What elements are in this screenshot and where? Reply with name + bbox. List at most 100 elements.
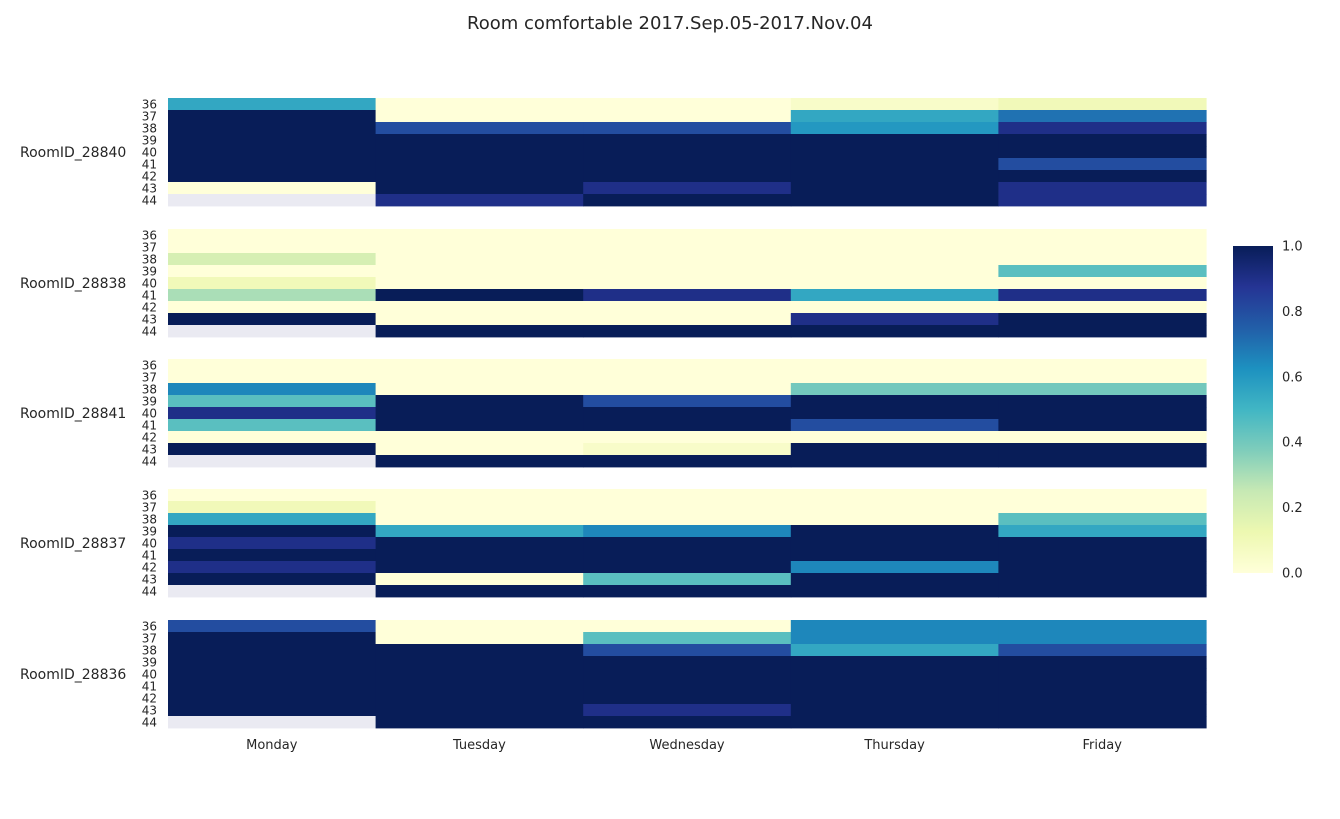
heatmap-cell: [998, 277, 1207, 290]
heatmap-cell: [168, 383, 377, 396]
colorbar-tick-label: 0.8: [1282, 305, 1303, 320]
y-tick-label: 39: [142, 525, 157, 539]
heatmap-cell: [790, 620, 999, 633]
heatmap-cell: [998, 182, 1207, 195]
heatmap-cell: [168, 704, 377, 717]
heatmap-cell: [375, 359, 584, 372]
room-label: RoomID_28837: [20, 536, 126, 552]
heatmap-cell: [168, 419, 377, 432]
heatmap-cell: [998, 549, 1207, 562]
x-tick-label: Tuesday: [452, 738, 506, 753]
heatmap-cell: [375, 407, 584, 420]
heatmap-cell: [168, 443, 377, 456]
heatmap-cell: [375, 644, 584, 657]
heatmap-cell: [790, 668, 999, 681]
y-tick-label: 39: [142, 265, 157, 279]
x-axis-labels: Monday Tuesday Wednesday Thursday Friday: [246, 738, 1122, 753]
heatmap-cell: [790, 194, 999, 207]
heatmap-cell: [790, 692, 999, 705]
heatmap-cell: [583, 585, 792, 598]
heatmap-cell: [790, 455, 999, 468]
heatmap-cell: [168, 110, 377, 123]
y-tick-label: 44: [142, 325, 157, 339]
heatmap-cell: [583, 692, 792, 705]
heatmap-cell: [168, 194, 377, 207]
heatmap-cell: [168, 656, 377, 669]
heatmap-cell: [583, 501, 792, 514]
heatmap-cell: [168, 407, 377, 420]
heatmap-cell: [583, 134, 792, 147]
heatmap-cell: [790, 158, 999, 171]
heatmap-cell: [998, 704, 1207, 717]
heatmap-cell: [375, 513, 584, 526]
heatmap-cell: [583, 170, 792, 183]
heatmap-cell: [583, 313, 792, 326]
heatmap-cell: [998, 395, 1207, 408]
heatmap-cell: [375, 182, 584, 195]
heatmap-cell: [168, 561, 377, 574]
heatmap-cell: [790, 585, 999, 598]
heatmap-cell: [375, 716, 584, 729]
heatmap-cell: [998, 146, 1207, 159]
heatmap-cell: [790, 359, 999, 372]
heatmap-cell: [583, 573, 792, 586]
heatmap-cell: [790, 253, 999, 266]
y-tick-label: 43: [142, 573, 157, 587]
heatmap-cell: [375, 158, 584, 171]
heatmap-cell: [998, 313, 1207, 326]
colorbar-tick-label: 1.0: [1282, 240, 1303, 255]
heatmap-cell: [790, 704, 999, 717]
heatmap-cell: [998, 501, 1207, 514]
heatmap-cell: [790, 419, 999, 432]
heatmap-cell: [375, 668, 584, 681]
heatmap-cell: [998, 98, 1207, 111]
y-tick-label: 41: [142, 289, 157, 303]
y-tick-label: 38: [142, 383, 157, 397]
heatmap-cell: [583, 229, 792, 242]
heatmap-cell: [375, 632, 584, 645]
heatmap-cell: [375, 289, 584, 302]
heatmap-cell: [583, 489, 792, 502]
heatmap-cell: [168, 359, 377, 372]
heatmap-cell: [583, 680, 792, 693]
heatmap-cell: [998, 668, 1207, 681]
heatmap-cell: [790, 549, 999, 562]
y-tick-label: 37: [142, 501, 157, 515]
colorbar: 0.0 0.2 0.4 0.6 0.8 1.0: [1233, 240, 1303, 582]
heatmap-cell: [583, 253, 792, 266]
heatmap-cell: [375, 229, 584, 242]
heatmap-cell: [998, 359, 1207, 372]
heatmap-cell: [998, 561, 1207, 574]
heatmap-cell: [998, 489, 1207, 502]
heatmap-cell: [375, 265, 584, 278]
y-tick-label: 44: [142, 716, 157, 730]
heatmap-cell: [583, 419, 792, 432]
heatmap-cell: [583, 110, 792, 123]
heatmap-cell: [583, 549, 792, 562]
heatmap-cell: [168, 585, 377, 598]
heatmap-cell: [998, 289, 1207, 302]
heatmap-cell: [998, 229, 1207, 242]
heatmap-cell: [790, 525, 999, 538]
heatmap-cell: [168, 692, 377, 705]
heatmap-cell: [790, 325, 999, 338]
heatmap-cell: [998, 620, 1207, 633]
heatmap-cell: [583, 632, 792, 645]
y-tick-label: 40: [142, 146, 157, 160]
heatmap-cell: [790, 644, 999, 657]
heatmap-cell: [790, 277, 999, 290]
heatmap-cell: [375, 489, 584, 502]
heatmap-cell: [998, 656, 1207, 669]
heatmap-cell: [998, 585, 1207, 598]
heatmap-panels: 363738394041424344RoomID_288403637383940…: [20, 98, 1207, 730]
colorbar-ticks: 0.0 0.2 0.4 0.6 0.8 1.0: [1282, 240, 1303, 582]
colorbar-tick-label: 0.6: [1282, 370, 1303, 385]
heatmap-cell: [375, 585, 584, 598]
y-tick-label: 43: [142, 313, 157, 327]
y-tick-label: 38: [142, 253, 157, 267]
room-label: RoomID_28840: [20, 145, 126, 161]
colorbar-tick-label: 0.0: [1282, 567, 1303, 582]
heatmap-cell: [375, 692, 584, 705]
heatmap-cell: [998, 407, 1207, 420]
y-tick-label: 43: [142, 443, 157, 457]
